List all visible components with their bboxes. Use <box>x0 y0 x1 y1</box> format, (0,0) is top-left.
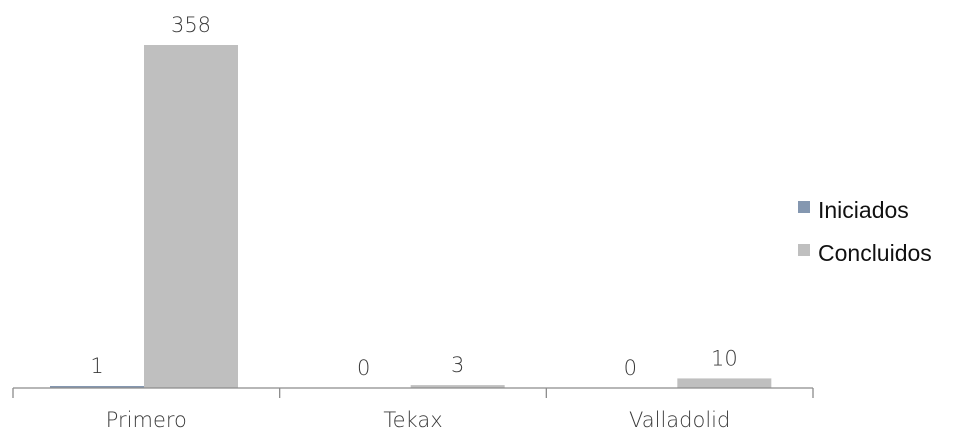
bar-concluidos-valladolid <box>677 378 772 388</box>
data-label-iniciados-tekax: 0 <box>357 356 370 380</box>
x-tick-label-tekax: Tekax <box>383 408 442 432</box>
bar-concluidos-primero <box>144 45 238 388</box>
bar-iniciados-primero <box>50 386 144 388</box>
legend: Iniciados Concluidos <box>798 197 932 266</box>
bar-concluidos-tekax <box>410 385 505 388</box>
data-labels-group: 1 358 0 3 0 10 <box>90 13 737 380</box>
data-label-iniciados-primero: 1 <box>90 354 103 378</box>
data-label-concluidos-tekax: 3 <box>451 353 464 377</box>
legend-label-iniciados: Iniciados <box>818 197 909 223</box>
legend-swatch-concluidos <box>798 244 810 256</box>
x-tick-label-primero: Primero <box>106 408 187 432</box>
legend-swatch-iniciados <box>798 201 810 213</box>
legend-label-concluidos: Concluidos <box>818 240 932 266</box>
x-axis-tick-labels: Primero Tekax Valladolid <box>106 408 731 432</box>
data-label-concluidos-primero: 358 <box>171 13 211 37</box>
data-label-concluidos-valladolid: 10 <box>711 346 738 370</box>
bars-group <box>50 45 772 388</box>
x-tick-label-valladolid: Valladolid <box>629 408 730 432</box>
x-axis-ticks <box>12 388 814 398</box>
data-label-iniciados-valladolid: 0 <box>624 356 637 380</box>
